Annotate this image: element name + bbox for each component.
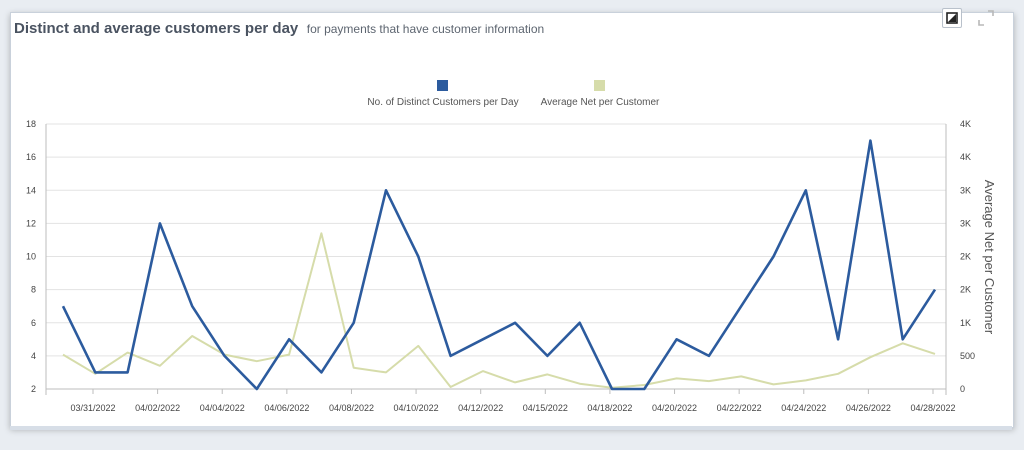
y-left-tick-label: 2 (31, 384, 36, 394)
series-line-average-net (62, 232, 936, 389)
y-right-tick-label: 2K (960, 252, 971, 262)
chart-export-icon (946, 12, 958, 24)
chart-title: Distinct and average customers per day (14, 20, 299, 37)
x-tick-label: 04/18/2022 (587, 403, 632, 413)
x-tick-label: 04/10/2022 (394, 403, 439, 413)
chart-subtitle: for payments that have customer informat… (306, 22, 545, 36)
y-left-tick-label: 16 (26, 152, 36, 162)
expand-button[interactable] (976, 8, 996, 28)
x-tick-label: 04/28/2022 (910, 403, 955, 413)
x-tick-label: 04/04/2022 (200, 403, 245, 413)
y-left-tick-label: 8 (31, 285, 36, 295)
y-right-tick-label: 0 (960, 384, 965, 394)
y-left-tick-label: 6 (31, 318, 36, 328)
x-tick-label: 04/08/2022 (329, 403, 374, 413)
chart-header: Distinct and average customers per day f… (14, 20, 544, 38)
y-left-tick-label: 10 (26, 252, 36, 262)
y-right-tick-label: 3K (960, 218, 971, 228)
legend-item-distinct-customers-swatch (437, 80, 448, 91)
x-tick-label: 04/12/2022 (458, 403, 503, 413)
legend-item-average-net-swatch (594, 80, 605, 91)
x-tick-label: 03/31/2022 (70, 403, 115, 413)
legend-item-average-net-label: Average Net per Customer (541, 97, 660, 108)
y-left-tick-label: 12 (26, 218, 36, 228)
y-right-tick-label: 4K (960, 152, 971, 162)
y-right-tick-label: 2K (960, 285, 971, 295)
chart-panel (10, 12, 1014, 428)
y-right-tick-label: 500 (960, 351, 975, 361)
x-tick-label: 04/02/2022 (135, 403, 180, 413)
y-left-tick-label: 4 (31, 351, 36, 361)
x-tick-label: 04/22/2022 (717, 403, 762, 413)
x-tick-label: 04/26/2022 (846, 403, 891, 413)
y-right-axis-label: Average Net per Customer (982, 180, 997, 335)
x-tick-label: 04/15/2022 (523, 403, 568, 413)
y-right-tick-label: 1K (960, 318, 971, 328)
x-tick-label: 04/06/2022 (264, 403, 309, 413)
series-line-distinct-customers (61, 139, 937, 391)
panel-bottom-border (10, 426, 1012, 430)
chart-export-button[interactable] (942, 8, 962, 28)
x-tick-label: 04/20/2022 (652, 403, 697, 413)
y-left-tick-label: 14 (26, 185, 36, 195)
expand-icon (978, 10, 994, 26)
x-tick-label: 04/24/2022 (781, 403, 826, 413)
legend-item-distinct-customers-label: No. of Distinct Customers per Day (367, 97, 518, 108)
y-right-tick-label: 4K (960, 119, 971, 129)
y-right-tick-label: 3K (960, 185, 971, 195)
y-left-tick-label: 18 (26, 119, 36, 129)
